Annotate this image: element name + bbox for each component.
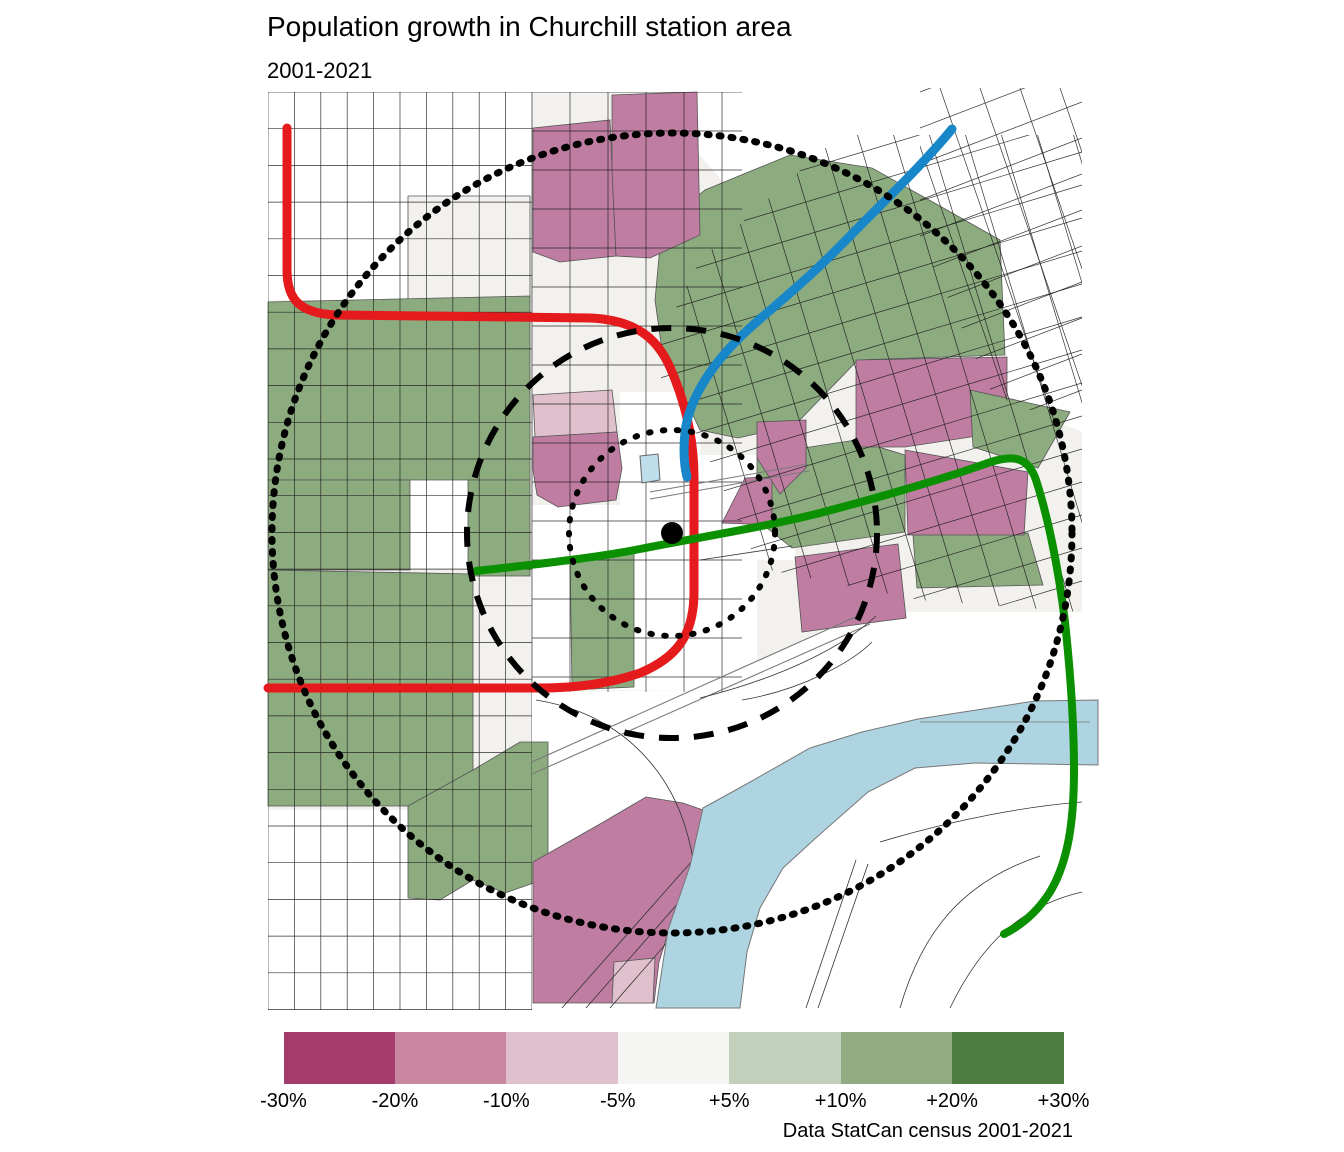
page-title: Population growth in Churchill station a… <box>267 11 792 42</box>
census-area-growth <box>267 295 531 481</box>
pond <box>639 453 661 484</box>
census-area-growth <box>267 479 411 571</box>
census-area-decline <box>532 119 617 263</box>
census-area-decline <box>794 543 907 633</box>
zone-northwest <box>268 196 408 300</box>
census-area-growth <box>407 741 549 901</box>
census-area-decline <box>532 431 623 508</box>
page-subtitle: 2001-2021 <box>267 58 373 83</box>
radius-ring-outer <box>268 129 1076 937</box>
census-area-decline <box>611 91 701 259</box>
zone-downtown <box>620 392 700 505</box>
census-area-growth <box>912 532 1044 589</box>
data-source-caption: Data StatCan census 2001-2021 <box>782 1120 1073 1142</box>
census-area-decline <box>756 419 807 495</box>
river <box>655 699 1099 1009</box>
station-dot <box>661 522 683 544</box>
radius-ring-middle <box>464 325 880 741</box>
census-area-slight-decline <box>532 389 618 438</box>
radius-ring-inner <box>566 427 778 639</box>
census-area-growth <box>654 154 1006 439</box>
census-area-growth <box>467 479 531 577</box>
